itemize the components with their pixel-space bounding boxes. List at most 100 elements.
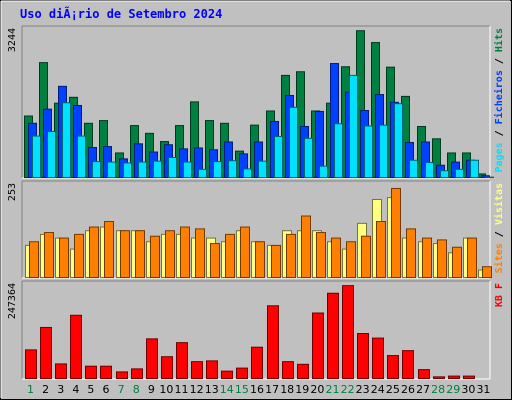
bar-middle-sites-6 xyxy=(104,221,114,278)
bar-middle-sites-2 xyxy=(44,232,54,278)
bar-top-pages-29 xyxy=(455,168,464,178)
x-tick-label-3: 3 xyxy=(57,383,64,396)
bar-middle-sites-7 xyxy=(120,230,130,278)
bar-bottom-kb-f-30 xyxy=(463,375,475,379)
bar-bottom-kb-f-20 xyxy=(312,312,324,379)
x-tick-label-24: 24 xyxy=(371,383,385,396)
legend-entry-hits: Hits xyxy=(493,28,505,52)
x-tick-label-21: 21 xyxy=(325,383,339,396)
bar-bottom-kb-f-16 xyxy=(251,346,263,380)
bar-bottom-kb-f-7 xyxy=(116,371,128,380)
bar-top-pages-3 xyxy=(62,102,71,178)
x-tick-label-22: 22 xyxy=(341,383,355,396)
bar-bottom-kb-f-21 xyxy=(327,292,339,380)
legend-entry-sites: Sites xyxy=(493,243,505,273)
x-tick-label-19: 19 xyxy=(295,383,309,396)
bar-bottom-kb-f-22 xyxy=(342,285,354,380)
bar-top-pages-27 xyxy=(425,162,434,178)
bar-middle-sites-22 xyxy=(346,241,356,278)
bar-top-pages-17 xyxy=(274,136,283,179)
bar-bottom-kb-f-3 xyxy=(55,363,67,379)
bar-top-pages-28 xyxy=(440,170,449,178)
panel-middle-ymax-label: 253 xyxy=(7,183,18,201)
bar-middle-sites-16 xyxy=(255,241,265,278)
x-tick-label-17: 17 xyxy=(265,383,279,396)
bar-top-pages-11 xyxy=(183,161,192,179)
bar-top-pages-26 xyxy=(409,159,418,179)
x-tick-label-5: 5 xyxy=(87,383,94,396)
legend-separator: / xyxy=(494,124,505,142)
bar-top-pages-14 xyxy=(228,160,237,179)
x-tick-label-1: 1 xyxy=(27,383,34,396)
bar-bottom-kb-f-15 xyxy=(236,367,248,379)
bar-top-pages-13 xyxy=(213,161,222,178)
x-tick-label-2: 2 xyxy=(42,383,49,396)
bar-top-pages-22 xyxy=(349,74,358,178)
bar-middle-sites-8 xyxy=(135,230,145,278)
bar-bottom-kb-f-26 xyxy=(402,350,414,379)
bar-bottom-kb-f-29 xyxy=(448,375,460,379)
bar-top-pages-9 xyxy=(153,160,162,178)
bar-middle-sites-10 xyxy=(165,230,175,278)
bar-bottom-kb-f-5 xyxy=(85,365,97,380)
bar-top-pages-25 xyxy=(394,103,403,178)
x-tick-label-29: 29 xyxy=(446,383,460,396)
legend-entry-ficheiros: Ficheiros xyxy=(493,70,505,124)
legend-entry-kb-f: KB F xyxy=(494,283,505,307)
bar-bottom-kb-f-17 xyxy=(267,305,279,380)
bar-middle-sites-3 xyxy=(59,237,69,278)
x-tick-label-23: 23 xyxy=(356,383,370,396)
bar-middle-sites-28 xyxy=(437,239,447,279)
bar-top-pages-6 xyxy=(107,161,116,179)
bar-bottom-kb-f-28 xyxy=(433,376,445,380)
bar-bottom-kb-f-27 xyxy=(418,369,430,379)
panel-bottom-legend: KB F xyxy=(494,283,505,307)
bar-middle-sites-20 xyxy=(316,232,326,278)
bar-top-pages-16 xyxy=(258,160,267,178)
bar-top-pages-15 xyxy=(243,168,252,178)
bar-middle-sites-30 xyxy=(467,237,477,278)
bar-bottom-kb-f-14 xyxy=(221,370,233,380)
bar-middle-sites-4 xyxy=(74,233,84,278)
bar-bottom-kb-f-13 xyxy=(206,360,218,380)
bar-top-pages-18 xyxy=(289,106,298,178)
bar-top-pages-5 xyxy=(92,161,101,178)
bar-bottom-kb-f-2 xyxy=(40,326,52,379)
x-tick-label-7: 7 xyxy=(118,383,125,396)
bar-middle-sites-26 xyxy=(406,228,416,278)
bar-top-pages-4 xyxy=(77,135,86,179)
bar-middle-sites-24 xyxy=(376,221,386,278)
bar-middle-sites-29 xyxy=(452,246,462,279)
x-tick-label-13: 13 xyxy=(205,383,219,396)
x-tick-label-30: 30 xyxy=(461,383,475,396)
bar-middle-sites-18 xyxy=(286,233,296,278)
x-tick-label-11: 11 xyxy=(175,383,189,396)
x-tick-label-9: 9 xyxy=(148,383,155,396)
x-tick-label-15: 15 xyxy=(235,383,249,396)
legend-entry-visitas: Visitas xyxy=(493,183,505,225)
panel-middle-legend: Sites / Visitas xyxy=(493,183,505,273)
bar-top-pages-8 xyxy=(138,161,147,179)
x-tick-label-31: 31 xyxy=(476,383,490,396)
x-tick-label-27: 27 xyxy=(416,383,430,396)
panel-top-legend: Pages / Ficheiros / Hits xyxy=(493,28,505,173)
bar-middle-sites-1 xyxy=(29,241,39,278)
bar-bottom-kb-f-1 xyxy=(25,349,37,379)
x-tick-label-26: 26 xyxy=(401,383,415,396)
bar-top-pages-20 xyxy=(319,165,328,178)
bar-middle-sites-31 xyxy=(482,266,492,278)
bar-bottom-kb-f-11 xyxy=(176,342,188,380)
bar-top-pages-30 xyxy=(470,159,479,179)
bar-middle-sites-12 xyxy=(195,228,205,278)
bar-top-pages-10 xyxy=(168,157,177,179)
bar-bottom-kb-f-18 xyxy=(282,361,294,379)
x-tick-label-20: 20 xyxy=(310,383,324,396)
bar-middle-sites-14 xyxy=(225,233,235,278)
chart-title: Uso diÃ¡rio de Setembro 2024 xyxy=(20,6,222,21)
bar-middle-sites-25 xyxy=(391,187,401,278)
bar-top-pages-1 xyxy=(32,135,41,179)
legend-entry-pages: Pages xyxy=(494,142,505,172)
bar-bottom-kb-f-25 xyxy=(387,355,399,379)
